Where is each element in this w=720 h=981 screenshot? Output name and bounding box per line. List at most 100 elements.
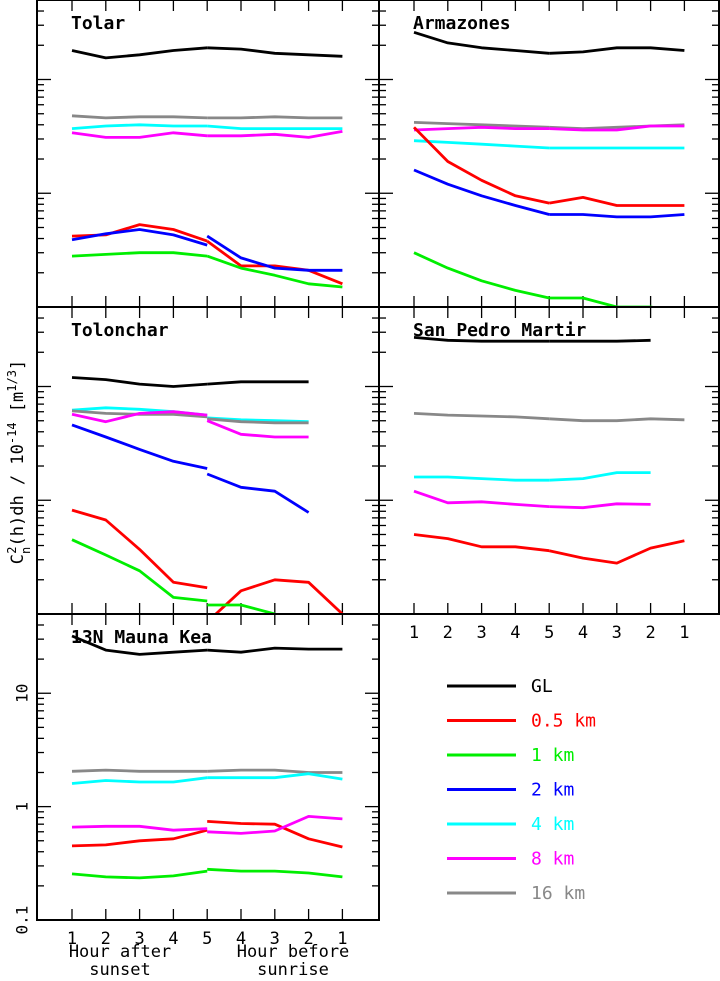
x-tick-label: 3	[134, 929, 144, 949]
xlabel-right-line2: sunrise	[257, 960, 329, 980]
x-tick-label: 5	[202, 929, 212, 949]
panel-title: 13N Mauna Kea	[71, 627, 212, 648]
x-tick-label: 4	[236, 929, 246, 949]
series-line-gl	[549, 338, 651, 343]
series-line-0-5-km	[207, 820, 343, 849]
series-line-1-km	[71, 869, 208, 880]
series-line-gl	[413, 30, 550, 55]
panel-frame	[36, 613, 380, 921]
series-line-gl	[207, 380, 309, 386]
series-line-16-km	[207, 115, 343, 120]
panel-title: Tolar	[71, 13, 125, 34]
series-line-2-km	[549, 213, 685, 219]
series-line-1-km	[549, 296, 660, 307]
series-line-4-km	[207, 124, 343, 131]
series-line-0-5-km	[548, 539, 685, 565]
series-line-8-km	[549, 124, 685, 132]
series-line-8-km	[413, 125, 550, 132]
x-tick-label: 4	[510, 623, 520, 643]
x-tick-label: 4	[578, 623, 588, 643]
series-line-1-km	[207, 603, 276, 614]
panel-title: Tolonchar	[71, 320, 169, 341]
x-tick-label: 1	[337, 929, 347, 949]
series-line-gl	[549, 46, 685, 55]
series-line-gl	[71, 634, 208, 656]
panel-san-pedro-martir: 1 2 3 4 5 4 3 2 1 San Pedro Martir	[378, 306, 720, 643]
series-layer	[71, 46, 343, 289]
series-line-4-km	[413, 139, 550, 150]
panel-frame	[36, 306, 380, 615]
series-layer	[71, 376, 344, 614]
series-line-4-km	[71, 776, 208, 785]
series-line-2-km	[206, 234, 343, 272]
series-line-8-km	[71, 410, 208, 424]
panel-title: San Pedro Martir	[413, 320, 587, 341]
series-line-1-km	[71, 251, 208, 258]
panels-layer: Tolar Armazones Tolonchar 1 2 3 4 5 4 3 2 1 San Pedr…	[13, 0, 720, 949]
series-line-16-km	[207, 417, 309, 425]
series-line-8-km	[206, 419, 309, 439]
series-line-gl	[71, 46, 208, 60]
x-tick-label: 2	[303, 929, 313, 949]
series-line-8-km	[207, 130, 343, 139]
xlabel-left-line2: sunset	[89, 960, 150, 980]
xlabel-left-line1: Hour after	[69, 942, 171, 962]
series-line-8-km	[71, 824, 208, 832]
legend-label-0-5-km: 0.5 km	[531, 711, 596, 732]
series-line-0-5-km	[548, 195, 685, 207]
y-axis-label: Cn2(h)dh / 10-14 [m1/3]	[5, 360, 33, 564]
x-tick-label: 2	[101, 929, 111, 949]
panel-title: Armazones	[413, 13, 511, 34]
series-line-4-km	[549, 471, 651, 482]
series-line-4-km	[414, 475, 550, 482]
x-tick-label: 1	[679, 623, 689, 643]
x-tick-label: 5	[544, 623, 554, 643]
series-line-gl	[207, 646, 343, 654]
panel-tolonchar: Tolonchar	[36, 306, 380, 615]
series-line-4-km	[71, 123, 208, 130]
x-tick-label: 4	[168, 929, 178, 949]
series-line-1-km	[206, 254, 343, 289]
series-line-0-5-km	[213, 578, 344, 614]
series-line-0-5-km	[413, 533, 550, 553]
series-line-0-5-km	[413, 126, 550, 205]
panel-frame	[36, 0, 380, 308]
x-axis-label-left: Hour after sunset	[69, 942, 171, 980]
series-line-16-km	[413, 412, 550, 421]
y-tick-label: 0.1	[13, 906, 32, 935]
x-tick-label: 2	[645, 623, 655, 643]
series-line-0-5-km	[71, 508, 208, 590]
series-line-8-km	[207, 815, 343, 835]
panel-frame	[378, 306, 720, 615]
series-layer	[71, 634, 343, 880]
series-line-16-km	[549, 417, 685, 423]
panel-tolar: Tolar	[36, 0, 380, 308]
series-line-16-km	[207, 768, 343, 774]
legend-label-1-km: 1 km	[531, 745, 574, 766]
y-tick-label: 10	[13, 684, 32, 703]
legend-label-4-km: 4 km	[531, 814, 574, 835]
series-line-0-5-km	[206, 239, 343, 286]
x-tick-label: 2	[443, 623, 453, 643]
series-line-16-km	[413, 121, 550, 129]
series-line-8-km	[549, 502, 651, 510]
series-line-2-km	[71, 228, 208, 247]
legend-label-16-km: 16 km	[531, 883, 585, 904]
series-line-0-5-km	[71, 828, 208, 848]
legend-label-8-km: 8 km	[531, 849, 574, 870]
series-line-1-km	[207, 867, 343, 879]
legend: GL 0.5 km 1 km 2 km 4 km 8 km 16 km	[447, 676, 596, 904]
series-line-gl	[413, 336, 550, 343]
series-line-8-km	[413, 489, 550, 508]
panel-13n-mauna-kea: 0.1 1 10 1 2 3 4 5 4 3 2 1 13N Mauna Kea	[13, 613, 380, 949]
series-line-16-km	[71, 768, 208, 773]
panel-armazones: Armazones	[378, 0, 720, 308]
x-tick-label: 3	[476, 623, 486, 643]
legend-label-gl: GL	[531, 676, 553, 697]
series-line-2-km	[71, 423, 208, 470]
series-layer	[413, 336, 685, 565]
series-line-1-km	[413, 251, 550, 300]
x-axis-label-right: Hour before sunrise	[237, 942, 350, 980]
series-line-gl	[207, 46, 343, 58]
